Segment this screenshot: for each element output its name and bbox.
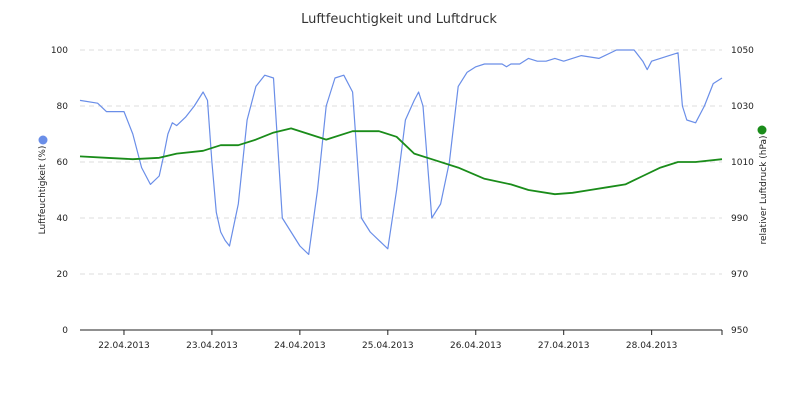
right-tick-label: 970 (731, 270, 748, 280)
left-tick-label: 60 (57, 158, 69, 168)
right-axis-title: relativer Luftdruck (hPa) (759, 135, 769, 244)
series-lines (79, 49, 723, 255)
x-tick-label: 27.04.2013 (538, 341, 590, 351)
right-tick-label: 1030 (731, 102, 754, 112)
right-tick-label: 1010 (731, 158, 754, 168)
left-axis-tick-labels: 0 20 40 60 80 100 (51, 46, 68, 336)
humidity-series-line (79, 49, 723, 255)
axes (80, 329, 723, 335)
x-tick-label: 25.04.2013 (362, 341, 414, 351)
right-tick-label: 990 (731, 214, 748, 224)
left-tick-label: 40 (57, 214, 69, 224)
pressure-series-line (79, 127, 723, 196)
x-tick-label: 24.04.2013 (274, 341, 326, 351)
right-axis-tick-labels: 950 970 990 1010 1030 1050 (731, 46, 754, 336)
left-tick-label: 80 (57, 102, 69, 112)
right-tick-label: 950 (731, 326, 748, 336)
x-axis-tick-labels: 22.04.2013 23.04.2013 24.04.2013 25.04.2013… (98, 341, 677, 351)
left-series-marker-icon (38, 135, 48, 145)
left-tick-label: 0 (62, 326, 68, 336)
right-series-marker-icon (757, 125, 767, 135)
gridlines (80, 49, 722, 275)
x-tick-label: 28.04.2013 (626, 341, 678, 351)
x-tick-label: 23.04.2013 (186, 341, 238, 351)
left-tick-label: 100 (51, 46, 68, 56)
x-tick-label: 22.04.2013 (98, 341, 150, 351)
x-tick-label: 26.04.2013 (450, 341, 502, 351)
chart-title: Luftfeuchtigkeit und Luftdruck (301, 12, 497, 27)
right-tick-label: 1050 (731, 46, 754, 56)
left-axis-title: Luftfeuchtigkeit (%) (38, 146, 48, 235)
left-tick-label: 20 (57, 270, 69, 280)
